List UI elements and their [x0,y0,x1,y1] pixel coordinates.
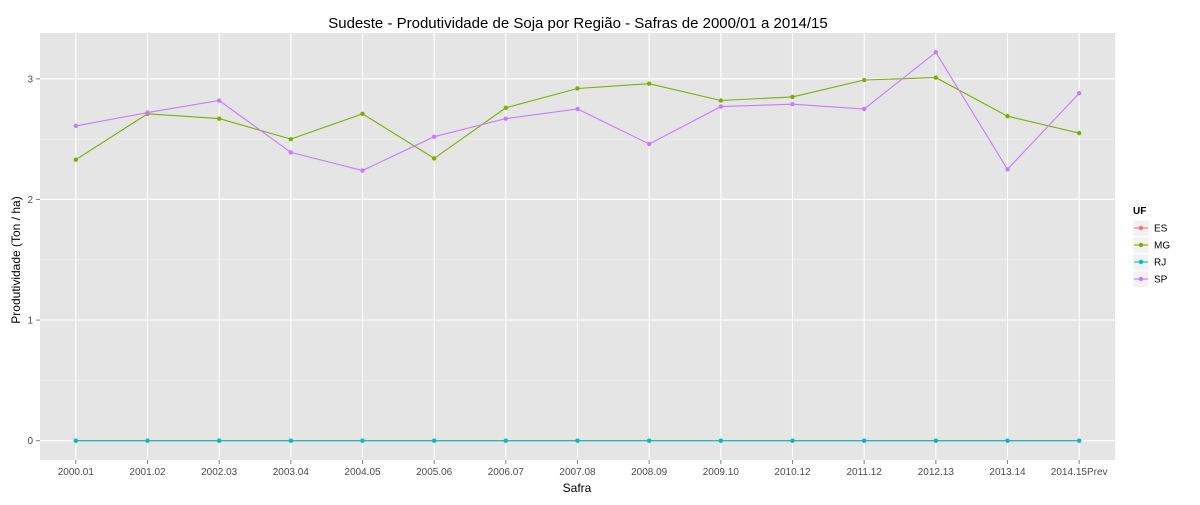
data-point-sp [861,106,867,112]
data-point-mg [431,156,437,161]
legend-label: SP [1154,275,1168,286]
x-tick-label: 2004.05 [344,467,381,478]
data-point-sp [503,116,509,121]
legend-label: MG [1154,241,1170,252]
data-point-rj [503,438,509,443]
data-point-sp [431,134,437,139]
data-point-sp [718,104,724,109]
x-axis: 2000.01 2001.02 2002.03 2003.04 2004.05 2005.… [58,460,1108,478]
y-tick-label: 0 [27,436,33,447]
data-point-rj [575,438,580,443]
legend-key-point [1138,276,1144,282]
series-rj [73,438,1082,443]
data-point-sp [1076,91,1082,96]
y-tick-label: 1 [27,316,33,327]
data-point-mg [288,136,294,142]
data-point-rj [288,438,294,443]
data-point-mg [1076,130,1082,136]
data-point-mg [718,98,724,103]
legend-label: RJ [1154,258,1166,269]
legend-item-sp: SP [1132,270,1168,288]
legend-key-point [1138,259,1144,265]
data-point-sp [933,50,939,55]
data-point-sp [216,98,222,103]
data-point-mg [216,116,222,121]
data-point-mg [73,157,79,162]
data-point-sp [1005,167,1010,172]
data-point-mg [861,77,867,83]
data-point-sp [790,101,795,107]
y-tick-label: 2 [27,195,33,206]
x-tick-label: 2009.10 [703,467,740,478]
data-point-rj [790,438,795,443]
legend-item-rj: RJ [1132,253,1166,271]
chart-title: Sudeste - Produtividade de Soja por Regi… [328,15,828,32]
x-tick-label: 2006.07 [488,467,525,478]
y-axis: 0 1 2 3 [27,74,40,447]
legend-key-point [1138,242,1144,248]
data-point-rj [360,438,365,443]
legend-title: UF [1133,206,1146,217]
data-point-rj [718,438,724,443]
data-point-rj [646,438,652,443]
x-tick-label: 2003.04 [273,467,310,478]
data-point-mg [790,94,795,100]
data-point-sp [575,106,580,112]
x-tick-label: 2005.06 [416,467,453,478]
data-point-rj [216,438,222,443]
data-point-mg [503,105,509,110]
data-point-rj [145,438,150,443]
series-layer [73,50,1082,443]
x-tick-label: 2011.12 [846,467,882,478]
series-sp [73,50,1082,173]
x-tick-label: 2001.02 [129,467,166,478]
x-tick-label: 2002.03 [201,467,238,478]
data-point-rj [861,438,867,443]
series-mg [73,75,1082,162]
data-point-rj [1076,438,1082,443]
data-point-mg [360,111,365,117]
x-tick-label: 2013.14 [989,467,1026,478]
data-point-sp [145,110,150,115]
data-point-mg [575,86,580,91]
data-point-rj [1005,438,1010,443]
data-point-rj [73,438,79,443]
data-point-rj [431,438,437,443]
data-point-mg [1005,114,1010,119]
data-point-mg [933,75,939,80]
legend-label: ES [1154,224,1168,235]
x-tick-label: 2010.12 [774,467,811,478]
y-tick-label: 3 [27,74,33,85]
data-point-sp [646,141,652,147]
x-tick-label: 2008.09 [631,467,668,478]
y-axis-title: Produtividade (Ton / ha) [9,196,23,323]
data-point-mg [646,81,652,86]
x-tick-label: 2000.01 [58,467,95,478]
legend-key-point [1138,225,1144,231]
x-tick-label: 2012.13 [918,467,955,478]
plot-panel [40,33,1115,460]
data-point-sp [288,150,294,155]
x-axis-title: Safra [563,481,592,495]
legend-item-mg: MG [1132,236,1170,254]
legend-item-es: ES [1132,219,1168,237]
data-point-sp [360,168,365,173]
data-point-sp [73,123,79,129]
legend: UF ES MG RJ SP [1132,206,1170,288]
x-tick-label: 2014.15Prev [1051,467,1108,478]
data-point-rj [933,438,939,443]
x-tick-label: 2007.08 [559,467,596,478]
